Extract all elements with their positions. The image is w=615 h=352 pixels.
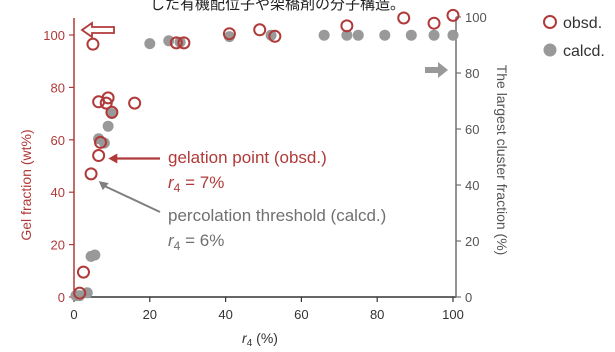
y-right-tick-label: 40 bbox=[465, 178, 479, 193]
y-left-tick-label: 60 bbox=[51, 133, 65, 148]
obsd-point bbox=[128, 96, 142, 110]
calcd-point bbox=[405, 29, 417, 41]
calcd-point bbox=[379, 29, 391, 41]
obsd-point bbox=[86, 37, 100, 51]
top-caption: した有機配位子や架橋剤の分子構造。 bbox=[150, 0, 405, 13]
obsd-point bbox=[76, 265, 90, 279]
x-tick-label: 20 bbox=[143, 307, 157, 322]
calcd-point bbox=[318, 29, 330, 41]
obsd-point bbox=[92, 95, 106, 109]
calcd-point bbox=[428, 29, 440, 41]
y-left-tick-label: 20 bbox=[51, 238, 65, 253]
obsd-point bbox=[169, 36, 183, 50]
y-left-tick-label: 80 bbox=[51, 80, 65, 95]
calcd-point bbox=[89, 249, 101, 261]
calcd-point bbox=[265, 29, 277, 41]
percolation-arrow-head bbox=[98, 181, 109, 191]
annotation-arrows bbox=[80, 21, 448, 213]
obsd-point bbox=[446, 8, 460, 22]
y-right-tick-label: 20 bbox=[465, 234, 479, 249]
obsd-point bbox=[222, 27, 236, 41]
obsd-point bbox=[92, 149, 106, 163]
calcd-point bbox=[102, 120, 114, 132]
y-left-tick-label: 0 bbox=[58, 290, 65, 305]
annotation-gelation-value: r4 = 7% bbox=[168, 173, 224, 195]
obsd-point bbox=[397, 11, 411, 25]
y-axis-right-title: The largest cluster fraction (%) bbox=[494, 65, 510, 256]
obsd-point bbox=[73, 286, 87, 300]
x-tick-label: 0 bbox=[70, 307, 77, 322]
obsd-point bbox=[427, 16, 441, 30]
x-tick-label: 40 bbox=[218, 307, 232, 322]
legend-calcd-marker bbox=[543, 43, 557, 57]
x-tick-label: 100 bbox=[442, 307, 464, 322]
y-left-tick-label: 100 bbox=[43, 28, 65, 43]
x-tick-label: 60 bbox=[294, 307, 308, 322]
y-axis-left-title: Gel fraction (wt%) bbox=[18, 129, 34, 240]
calcd-point bbox=[447, 29, 459, 41]
gelation-arrow-head bbox=[108, 153, 118, 164]
x-tick-label: 80 bbox=[370, 307, 384, 322]
x-axis-title: r4 (%) bbox=[242, 330, 278, 349]
percolation-arrow-line bbox=[104, 185, 161, 213]
obsd-point bbox=[253, 23, 267, 37]
obsd-point bbox=[268, 29, 282, 43]
left-axis-indicator-arrow bbox=[80, 21, 115, 39]
calcd-point bbox=[144, 38, 156, 50]
y-right-tick-label: 80 bbox=[465, 66, 479, 81]
obsd-point bbox=[177, 36, 191, 50]
calcd-point bbox=[341, 29, 353, 41]
calcd-point bbox=[352, 29, 364, 41]
legend-obsd-label: obsd. bbox=[563, 15, 602, 32]
axes bbox=[73, 17, 457, 298]
right-axis-indicator-arrow bbox=[425, 62, 448, 78]
legend: obsd. calcd. bbox=[543, 15, 605, 60]
y-right-tick-label: 100 bbox=[465, 10, 487, 25]
obsd-point bbox=[340, 19, 354, 33]
y-left-tick-label: 40 bbox=[51, 185, 65, 200]
legend-calcd-label: calcd. bbox=[563, 43, 605, 60]
calcd-point bbox=[98, 137, 110, 149]
legend-obsd-marker bbox=[543, 15, 557, 29]
annotation-gelation-label: gelation point (obsd.) bbox=[168, 148, 327, 167]
y-right-tick-label: 60 bbox=[465, 122, 479, 137]
y-right-tick-label: 0 bbox=[465, 290, 472, 305]
annotation-percolation-label: percolation threshold (calcd.) bbox=[168, 206, 386, 225]
obsd-point bbox=[105, 105, 119, 119]
data-points bbox=[70, 8, 460, 302]
obsd-point bbox=[84, 167, 98, 181]
calcd-point bbox=[163, 35, 175, 47]
obsd-point bbox=[94, 135, 108, 149]
annotation-percolation-value: r4 = 6% bbox=[168, 231, 224, 253]
calcd-point bbox=[174, 36, 186, 48]
